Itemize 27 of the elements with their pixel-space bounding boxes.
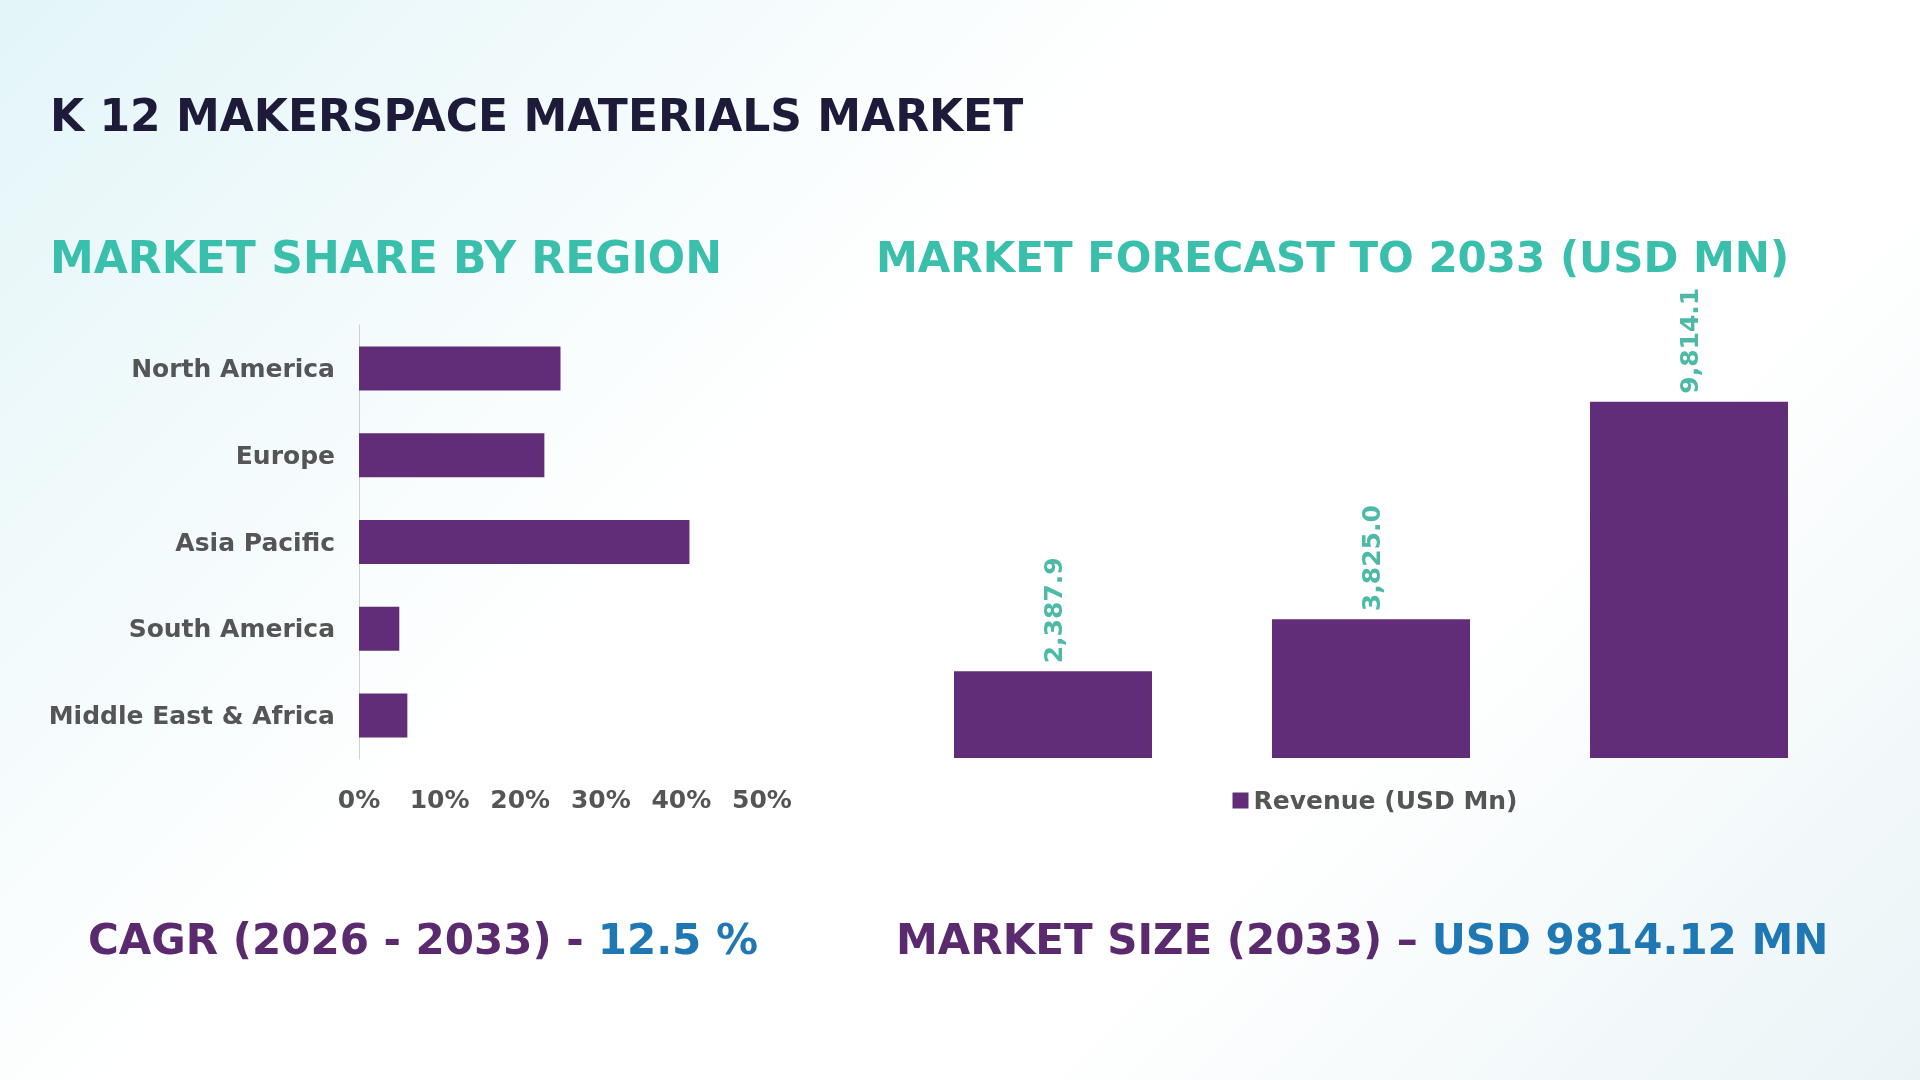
data-label: 9,814.1 xyxy=(1674,287,1704,394)
x-tick-label: 20% xyxy=(490,785,551,814)
data-label: 3,825.0 xyxy=(1356,505,1386,612)
x-tick-label: 30% xyxy=(570,785,631,814)
data-label: 2,387.9 xyxy=(1038,557,1068,664)
bar xyxy=(359,433,545,478)
text: USD 9814.12 MN xyxy=(1431,915,1829,964)
bar xyxy=(359,346,561,391)
legend-label: Revenue (USD Mn) xyxy=(1253,786,1518,815)
y-tick-label: Europe xyxy=(235,440,335,470)
y-tick-label: Middle East & Africa xyxy=(48,701,335,731)
text: MARKET SIZE (2033) – xyxy=(896,915,1418,964)
bar xyxy=(359,520,690,564)
x-tick-label: 0% xyxy=(337,785,381,814)
chart-subtitle: MARKET SHARE BY REGION xyxy=(50,232,722,283)
y-tick-label: South America xyxy=(128,614,335,644)
bar xyxy=(359,693,408,738)
x-tick-label: 40% xyxy=(651,785,712,814)
chart-title: MARKET FORECAST TO 2033 (USD MN) xyxy=(876,233,1790,282)
x-tick-label: 50% xyxy=(732,785,792,814)
text: 12.5 % xyxy=(597,915,759,964)
text: CAGR (2026 - 2033) - xyxy=(88,915,584,964)
x-tick-label: 10% xyxy=(409,785,470,814)
bar xyxy=(359,606,400,651)
y-tick-label: North America xyxy=(131,353,335,383)
chart-title: K 12 MAKERSPACE MATERIALS MARKET xyxy=(50,90,1024,141)
y-tick-label: Asia Pacific xyxy=(175,527,335,557)
